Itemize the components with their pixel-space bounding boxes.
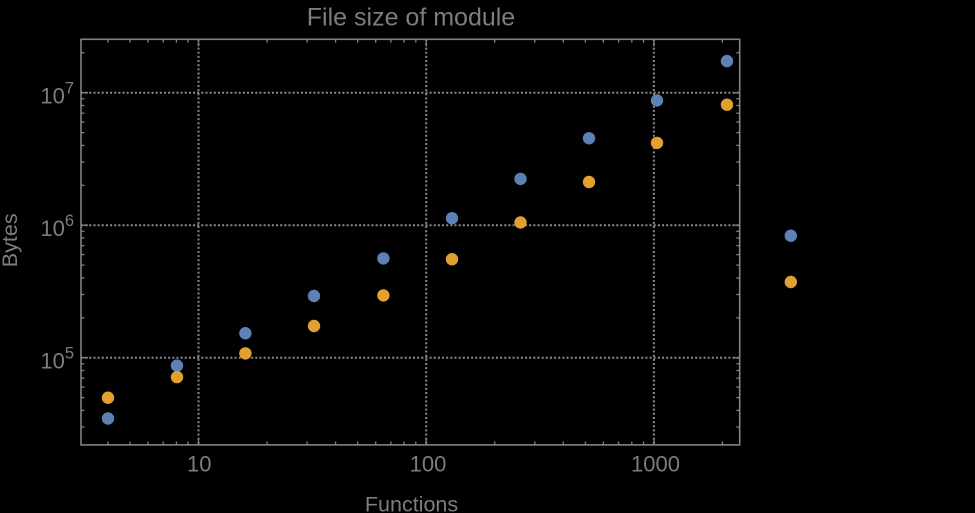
- svg-text:100: 100: [410, 451, 447, 476]
- svg-text:106: 106: [40, 212, 74, 241]
- svg-text:File size of module: File size of module: [307, 3, 515, 31]
- svg-text:1000: 1000: [631, 451, 680, 476]
- svg-text:107: 107: [40, 80, 74, 109]
- svg-text:10: 10: [187, 451, 211, 476]
- svg-text:Bytes: Bytes: [0, 213, 22, 267]
- svg-text:Functions: Functions: [365, 492, 458, 513]
- svg-text:105: 105: [40, 345, 74, 374]
